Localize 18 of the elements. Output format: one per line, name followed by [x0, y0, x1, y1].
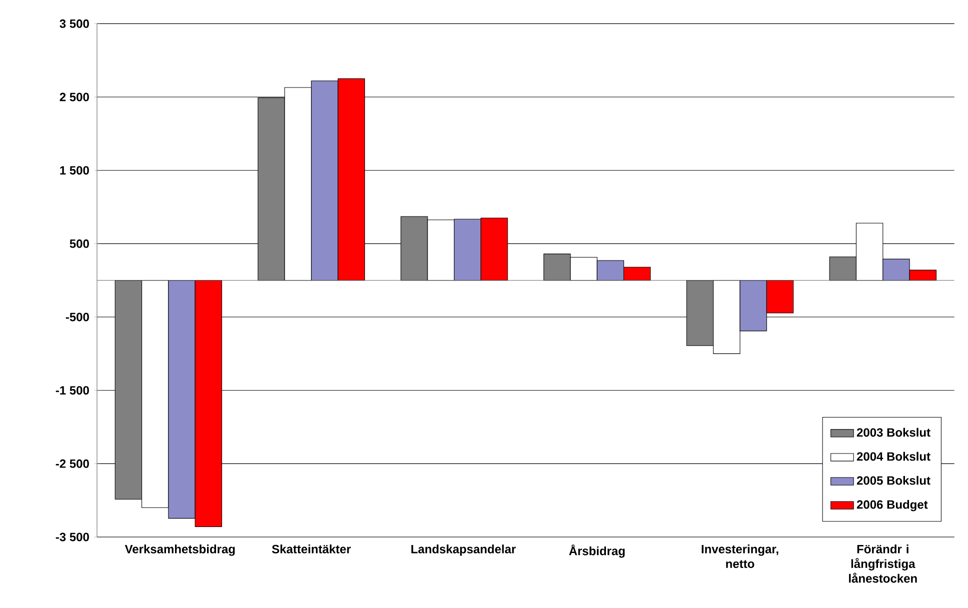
- y-tick-label: -1 500: [56, 386, 89, 395]
- x-tick-label: Årsbidrag: [569, 544, 625, 558]
- y-tick-label: 3 500: [60, 19, 89, 28]
- legend-label: 2006 Budget: [856, 500, 928, 512]
- x-tick-label: Landskapsandelar: [411, 544, 516, 556]
- legend-label: 2005 Bokslut: [856, 476, 930, 485]
- y-tick-label: 500: [70, 239, 89, 248]
- legend-label: 2003 Bokslut: [856, 428, 930, 437]
- y-tick-label: -500: [66, 312, 89, 322]
- legend-label: 2004 Bokslut: [856, 452, 930, 461]
- x-tick-label: Verksamhetsbidrag: [124, 544, 235, 556]
- y-tick-label: -3 500: [56, 532, 89, 542]
- y-tick-label: 1 500: [60, 166, 89, 175]
- y-tick-label: 2 500: [60, 92, 89, 102]
- x-tick-label: Skatteintäkter: [272, 544, 351, 554]
- y-tick-label: -2 500: [56, 459, 89, 468]
- x-tick-label: Förändr i långfristiga lånestocken: [849, 544, 917, 583]
- x-tick-label: Investeringar, netto: [702, 544, 778, 568]
